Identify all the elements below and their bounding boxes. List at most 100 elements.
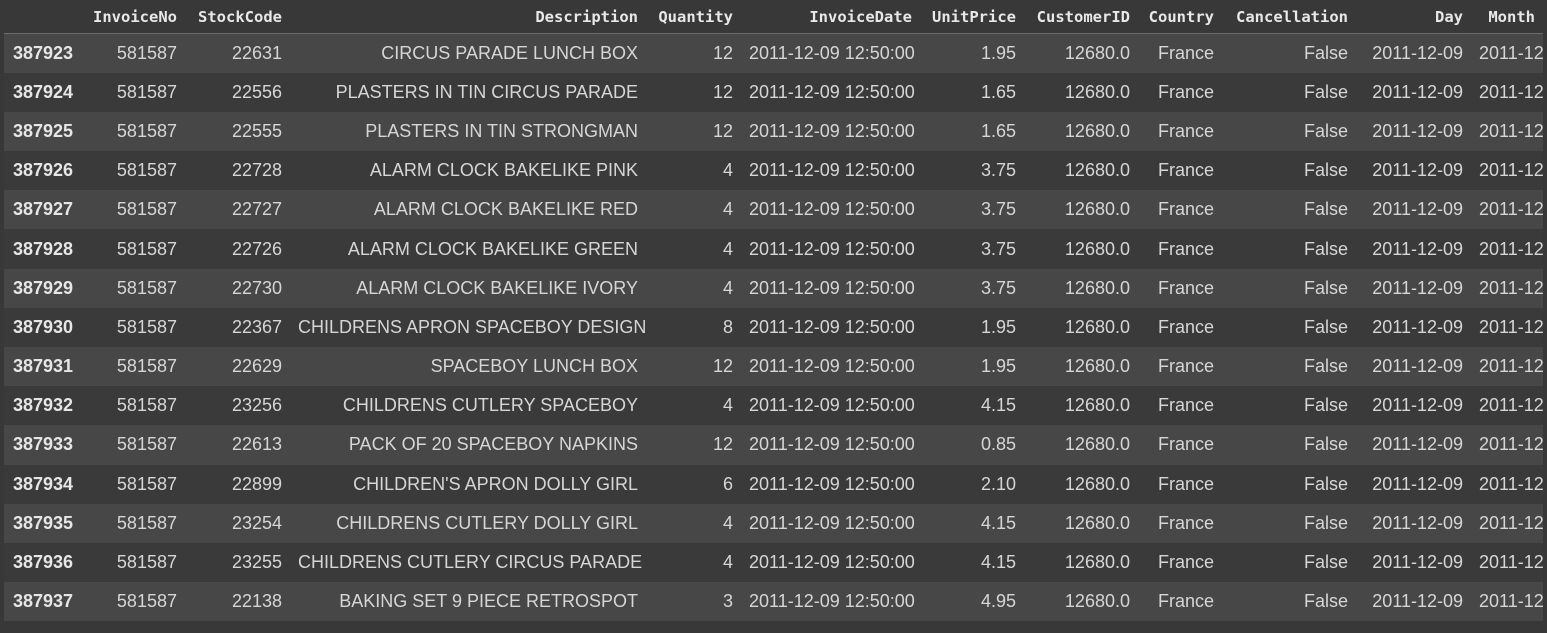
cell-invoice-no: 581587 — [116, 120, 177, 141]
cell-country: France — [1157, 591, 1214, 612]
cell-invoice-no: 581587 — [116, 199, 177, 220]
cell-quantity: 8 — [722, 316, 733, 337]
cell-country: France — [1157, 434, 1214, 455]
cell-month: 2011-12 — [1479, 356, 1543, 377]
cell-invoice-no: 581587 — [116, 81, 177, 102]
cell-cancellation: False — [1303, 552, 1348, 573]
column-header-month: Month — [1471, 0, 1543, 34]
row-index-cell: 387936 — [13, 552, 74, 573]
cell-invoice-no: 581587 — [116, 591, 177, 612]
cell-country: France — [1157, 316, 1214, 337]
cell-quantity: 12 — [712, 434, 733, 455]
cell-invoice-date: 2011-12-09 12:50:00 — [749, 120, 915, 141]
table-row: 387925 581587 22555 PLASTERS IN TIN STRONGM… — [4, 111, 1543, 152]
cell-month: 2011-12 — [1479, 277, 1543, 298]
column-header-unit-price: UnitPrice — [920, 0, 1024, 34]
cell-customer-id: 12680.0 — [1064, 160, 1130, 181]
cell-description: CHILDRENS CUTLERY SPACEBOY — [342, 395, 638, 416]
cell-unit-price: 1.65 — [980, 81, 1016, 102]
cell-customer-id: 12680.0 — [1064, 552, 1130, 573]
cell-quantity: 4 — [722, 552, 733, 573]
cell-day: 2011-12-09 — [1372, 512, 1463, 533]
cell-customer-id: 12680.0 — [1064, 81, 1130, 102]
cell-stock-code: 22727 — [231, 199, 282, 220]
cell-quantity: 4 — [722, 277, 733, 298]
cell-day: 2011-12-09 — [1372, 277, 1463, 298]
cell-day: 2011-12-09 — [1372, 199, 1463, 220]
cell-invoice-no: 581587 — [116, 552, 177, 573]
cell-invoice-no: 581587 — [116, 238, 177, 259]
cell-stock-code: 22730 — [231, 277, 282, 298]
cell-description: CHILDREN'S APRON DOLLY GIRL — [353, 473, 638, 494]
cell-country: France — [1157, 199, 1214, 220]
cell-unit-price: 1.95 — [980, 356, 1016, 377]
cell-month: 2011-12 — [1479, 591, 1543, 612]
cell-description: SPACEBOY LUNCH BOX — [430, 356, 638, 377]
cell-month: 2011-12 — [1479, 120, 1543, 141]
cell-quantity: 12 — [712, 42, 733, 63]
cell-day: 2011-12-09 — [1372, 238, 1463, 259]
cell-customer-id: 12680.0 — [1064, 434, 1130, 455]
cell-invoice-date: 2011-12-09 12:50:00 — [749, 160, 915, 181]
cell-customer-id: 12680.0 — [1064, 120, 1130, 141]
cell-quantity: 4 — [722, 199, 733, 220]
column-header-day: Day — [1356, 0, 1471, 34]
row-index-cell: 387927 — [13, 199, 74, 220]
cell-customer-id: 12680.0 — [1064, 473, 1130, 494]
cell-country: France — [1157, 473, 1214, 494]
cell-quantity: 12 — [712, 356, 733, 377]
row-index-cell: 387923 — [13, 42, 74, 63]
column-header-cancellation: Cancellation — [1222, 0, 1356, 34]
cell-stock-code: 22555 — [231, 120, 282, 141]
cell-stock-code: 22138 — [231, 591, 282, 612]
table-row: 387926 581587 22728 ALARM CLOCK BAKELIKE PI… — [4, 151, 1543, 191]
table-row: 387927 581587 22727 ALARM CLOCK BAKELIKE RE… — [4, 190, 1543, 230]
cell-unit-price: 2.10 — [980, 473, 1016, 494]
cell-month: 2011-12 — [1479, 434, 1543, 455]
cell-month: 2011-12 — [1479, 199, 1543, 220]
table-row: 387934 581587 22899 CHILDREN'S APRON DOLLY … — [4, 464, 1543, 504]
cell-customer-id: 12680.0 — [1064, 199, 1130, 220]
cell-unit-price: 1.95 — [980, 316, 1016, 337]
cell-customer-id: 12680.0 — [1064, 512, 1130, 533]
cell-country: France — [1157, 356, 1214, 377]
cell-month: 2011-12 — [1479, 81, 1543, 102]
row-index-cell: 387926 — [13, 160, 74, 181]
table-row: 387932 581587 23256 CHILDRENS CUTLERY SPACE… — [4, 386, 1543, 426]
cell-stock-code: 23254 — [231, 512, 282, 533]
cell-stock-code: 22631 — [231, 42, 282, 63]
table-row: 387929 581587 22730 ALARM CLOCK BAKELIKE IV… — [4, 268, 1543, 308]
cell-stock-code: 22367 — [231, 316, 282, 337]
column-header-stock-code: StockCode — [185, 0, 290, 34]
table-row: 387935 581587 23254 CHILDRENS CUTLERY DOLLY… — [4, 503, 1543, 543]
cell-invoice-no: 581587 — [116, 160, 177, 181]
cell-quantity: 12 — [712, 81, 733, 102]
cell-description: ALARM CLOCK BAKELIKE PINK — [369, 160, 638, 181]
cell-description: ALARM CLOCK BAKELIKE RED — [373, 199, 638, 220]
cell-stock-code: 22899 — [231, 473, 282, 494]
cell-day: 2011-12-09 — [1372, 120, 1463, 141]
cell-country: France — [1157, 238, 1214, 259]
cell-country: France — [1157, 42, 1214, 63]
cell-invoice-date: 2011-12-09 12:50:00 — [749, 238, 915, 259]
cell-month: 2011-12 — [1479, 512, 1543, 533]
cell-cancellation: False — [1303, 395, 1348, 416]
row-index-cell: 387928 — [13, 238, 74, 259]
cell-cancellation: False — [1303, 42, 1348, 63]
column-header-invoice-date: InvoiceDate — [741, 0, 920, 34]
cell-description: CHILDRENS APRON SPACEBOY DESIGN — [298, 316, 646, 337]
cell-quantity: 3 — [722, 591, 733, 612]
cell-customer-id: 12680.0 — [1064, 277, 1130, 298]
cell-quantity: 6 — [722, 473, 733, 494]
cell-month: 2011-12 — [1479, 316, 1543, 337]
cell-unit-price: 0.85 — [980, 434, 1016, 455]
cell-description: PLASTERS IN TIN STRONGMAN — [365, 120, 638, 141]
cell-unit-price: 4.15 — [980, 552, 1016, 573]
cell-month: 2011-12 — [1479, 160, 1543, 181]
row-index-cell: 387930 — [13, 316, 74, 337]
cell-cancellation: False — [1303, 199, 1348, 220]
cell-unit-price: 4.95 — [980, 591, 1016, 612]
cell-quantity: 4 — [722, 395, 733, 416]
cell-invoice-date: 2011-12-09 12:50:00 — [749, 552, 915, 573]
table-row: 387923 581587 22631 CIRCUS PARADE LUNCH BOX… — [4, 33, 1543, 73]
